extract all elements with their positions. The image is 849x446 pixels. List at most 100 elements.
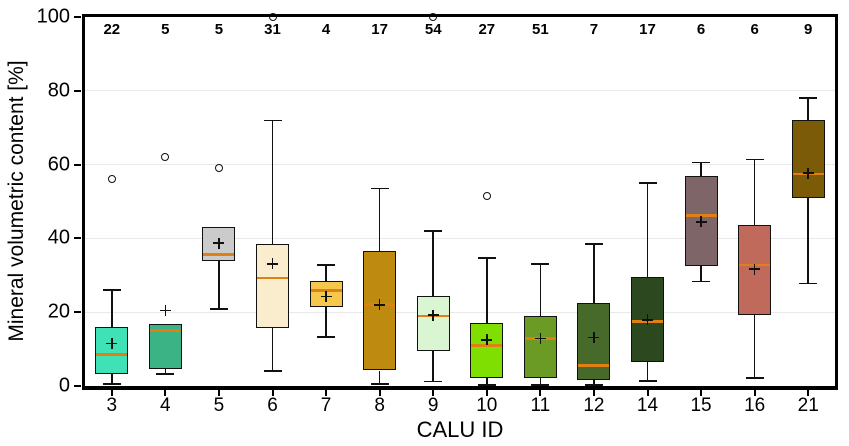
sample-count-15: 6 xyxy=(696,21,706,38)
lower-whisker-6 xyxy=(271,328,274,372)
upper-whisker-14 xyxy=(646,183,649,278)
lower-whisker-cap-9 xyxy=(424,380,443,383)
sample-count-7: 4 xyxy=(321,21,331,38)
upper-whisker-cap-12 xyxy=(584,243,603,245)
sample-count-21: 9 xyxy=(804,21,813,38)
x-tick-label-9: 9 xyxy=(427,395,439,416)
upper-whisker-cap-15 xyxy=(692,161,711,164)
lower-whisker-cap-15 xyxy=(692,280,711,283)
mean-marker-9 xyxy=(427,309,439,321)
box-8 xyxy=(363,251,397,371)
box-11 xyxy=(523,315,557,378)
x-tick-mark-4 xyxy=(164,390,167,396)
mean-marker-16 xyxy=(749,263,761,275)
lower-whisker-7 xyxy=(325,307,327,337)
outlier-6-0 xyxy=(268,13,277,21)
upper-whisker-15 xyxy=(700,162,702,177)
lower-whisker-10 xyxy=(486,378,488,385)
lower-whisker-cap-16 xyxy=(745,377,764,380)
mean-marker-10 xyxy=(481,334,493,346)
mean-marker-v-5 xyxy=(218,237,220,249)
x-tick-label-7: 7 xyxy=(320,395,332,416)
x-tick-label-3: 3 xyxy=(106,395,118,416)
mean-marker-3 xyxy=(106,338,118,350)
gridline-60 xyxy=(85,164,835,166)
mean-marker-v-3 xyxy=(110,338,113,350)
mean-marker-v-15 xyxy=(700,216,702,228)
x-tick-label-16: 16 xyxy=(744,395,766,416)
upper-whisker-cap-7 xyxy=(317,264,336,266)
y-tick-mark-60 xyxy=(74,163,81,166)
upper-whisker-9 xyxy=(432,231,434,297)
mean-marker-v-12 xyxy=(593,332,595,344)
lower-whisker-cap-10 xyxy=(477,384,496,386)
x-tick-mark-11 xyxy=(539,390,542,396)
mean-marker-v-8 xyxy=(378,299,381,311)
mean-marker-14 xyxy=(642,314,653,326)
mean-marker-5 xyxy=(213,237,225,249)
x-tick-mark-12 xyxy=(592,390,595,396)
upper-whisker-cap-6 xyxy=(263,119,282,122)
upper-whisker-cap-10 xyxy=(477,257,496,259)
mean-marker-11 xyxy=(534,332,546,344)
lower-whisker-cap-8 xyxy=(370,383,389,385)
sample-count-5: 5 xyxy=(214,21,224,38)
lower-whisker-21 xyxy=(807,197,809,284)
box-21 xyxy=(791,120,825,198)
x-tick-label-5: 5 xyxy=(213,395,225,416)
lower-whisker-cap-7 xyxy=(317,336,336,338)
upper-whisker-cap-14 xyxy=(638,182,657,184)
x-tick-label-8: 8 xyxy=(374,395,385,416)
mean-marker-v-10 xyxy=(485,334,488,346)
upper-whisker-16 xyxy=(753,159,756,226)
x-tick-mark-8 xyxy=(378,390,381,396)
mean-marker-v-11 xyxy=(539,332,542,344)
lower-whisker-cap-14 xyxy=(638,380,657,382)
sample-count-6: 31 xyxy=(264,21,281,38)
lower-whisker-8 xyxy=(378,370,381,385)
box-10 xyxy=(470,322,504,379)
upper-whisker-cap-9 xyxy=(424,230,443,232)
box-3 xyxy=(95,326,129,375)
mean-marker-21 xyxy=(802,167,814,179)
outlier-10-0 xyxy=(482,191,491,200)
upper-whisker-21 xyxy=(807,98,809,121)
sample-count-11: 51 xyxy=(532,21,549,38)
y-tick-label-60: 60 xyxy=(47,153,70,176)
median-line-4 xyxy=(149,329,181,332)
y-tick-label-0: 0 xyxy=(58,374,70,397)
x-tick-mark-7 xyxy=(325,390,328,396)
lower-whisker-cap-6 xyxy=(263,370,282,373)
median-line-3 xyxy=(96,353,128,356)
upper-whisker-11 xyxy=(539,264,542,316)
mean-marker-v-16 xyxy=(753,263,756,275)
x-tick-mark-3 xyxy=(110,390,113,396)
outlier-9-0 xyxy=(429,13,438,21)
lower-whisker-12 xyxy=(593,380,595,385)
upper-whisker-cap-21 xyxy=(799,97,818,99)
y-tick-label-40: 40 xyxy=(47,226,70,249)
sample-count-12: 7 xyxy=(589,21,599,38)
lower-whisker-cap-21 xyxy=(799,282,818,285)
x-tick-mark-10 xyxy=(485,390,488,396)
x-tick-label-14: 14 xyxy=(636,395,659,416)
sample-count-16: 6 xyxy=(750,21,759,38)
x-tick-mark-14 xyxy=(646,390,649,396)
lower-whisker-16 xyxy=(753,315,756,379)
x-axis-label: CALU ID xyxy=(416,417,504,442)
gridline-80 xyxy=(85,90,835,92)
mean-marker-4 xyxy=(159,304,171,316)
median-line-5 xyxy=(203,252,235,256)
y-tick-mark-80 xyxy=(74,89,81,92)
x-tick-label-6: 6 xyxy=(267,395,278,416)
x-tick-label-11: 11 xyxy=(530,395,551,416)
lower-whisker-4 xyxy=(164,369,167,375)
mean-marker-8 xyxy=(374,299,386,311)
mean-marker-12 xyxy=(588,332,600,344)
x-tick-label-10: 10 xyxy=(476,395,498,416)
lower-whisker-cap-5 xyxy=(209,308,228,311)
median-line-15 xyxy=(685,214,717,217)
lower-whisker-5 xyxy=(218,260,220,310)
